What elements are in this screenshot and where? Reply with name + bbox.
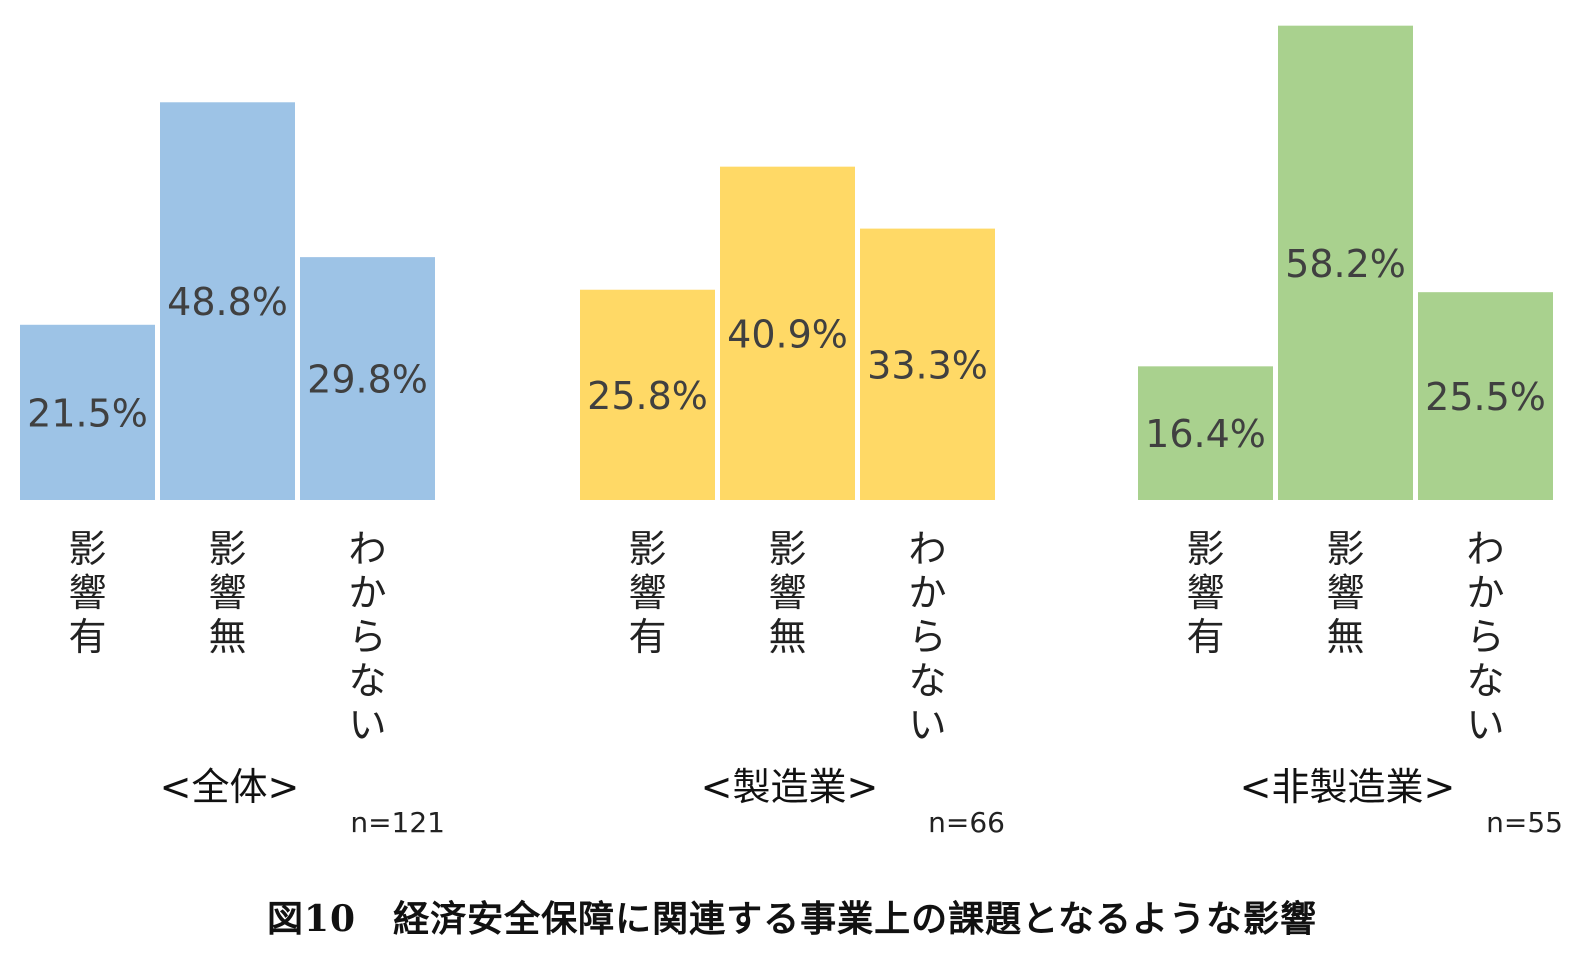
sample-size-label: n=121: [350, 806, 445, 839]
sample-size-label: n=55: [1486, 806, 1563, 839]
category-char: か: [348, 571, 386, 615]
category-char: 影: [768, 527, 806, 571]
category-char: 響: [208, 571, 246, 615]
category-char: わ: [1466, 527, 1504, 571]
category-char: 影: [628, 527, 666, 571]
sample-size-label: n=66: [928, 806, 1005, 839]
category-char: わ: [348, 527, 386, 571]
value-label: 25.8%: [587, 374, 708, 418]
category-char: 有: [68, 615, 106, 659]
value-label: 40.9%: [727, 312, 848, 356]
bar-3: [300, 257, 435, 500]
chart-title: <製造業>: [701, 765, 879, 809]
category-char: ら: [1466, 615, 1504, 659]
category-label: わからない: [348, 527, 386, 747]
category-char: 響: [1326, 571, 1364, 615]
category-label: 影響無: [1326, 527, 1364, 659]
category-label: 影響有: [628, 527, 666, 659]
category-char: 有: [628, 615, 666, 659]
category-label: 影響無: [208, 527, 246, 659]
category-char: ら: [908, 615, 946, 659]
category-char: 無: [768, 615, 806, 659]
value-label: 48.8%: [167, 280, 288, 324]
bar-1: [1138, 366, 1273, 500]
category-char: ら: [348, 615, 386, 659]
category-char: 響: [628, 571, 666, 615]
value-label: 25.5%: [1425, 375, 1546, 419]
bar-3: [860, 228, 995, 501]
category-char: 影: [68, 527, 106, 571]
category-label: 影響有: [1186, 527, 1224, 659]
category-char: い: [348, 703, 386, 747]
category-char: 影: [1186, 527, 1224, 571]
category-char: わ: [908, 527, 946, 571]
category-char: 響: [768, 571, 806, 615]
category-char: 影: [1326, 527, 1364, 571]
value-label: 58.2%: [1285, 242, 1406, 286]
category-char: 無: [208, 615, 246, 659]
category-char: 影: [208, 527, 246, 571]
category-char: 響: [1186, 571, 1224, 615]
bar-2: [1278, 25, 1413, 500]
category-char: 有: [1186, 615, 1224, 659]
figure-caption: 図10 経済安全保障に関連する事業上の課題となるような影響: [266, 898, 1318, 940]
bar-1: [580, 289, 715, 500]
category-char: 響: [68, 571, 106, 615]
category-char: か: [908, 571, 946, 615]
value-label: 29.8%: [307, 358, 428, 402]
category-label: 影響無: [768, 527, 806, 659]
bar-2: [160, 102, 295, 500]
chart-title: <全体>: [160, 765, 300, 809]
category-char: い: [1466, 703, 1504, 747]
category-char: な: [908, 659, 946, 703]
category-char: な: [348, 659, 386, 703]
category-char: か: [1466, 571, 1504, 615]
category-char: 無: [1326, 615, 1364, 659]
value-label: 21.5%: [27, 391, 148, 435]
value-label: 33.3%: [867, 343, 988, 387]
category-label: わからない: [1466, 527, 1504, 747]
bar-1: [20, 324, 155, 500]
chart-title: <非製造業>: [1240, 765, 1456, 809]
bar-2: [720, 166, 855, 501]
category-char: い: [908, 703, 946, 747]
bar-3: [1418, 292, 1553, 500]
category-label: わからない: [908, 527, 946, 747]
category-label: 影響有: [68, 527, 106, 659]
value-label: 16.4%: [1145, 412, 1266, 456]
category-char: な: [1466, 659, 1504, 703]
